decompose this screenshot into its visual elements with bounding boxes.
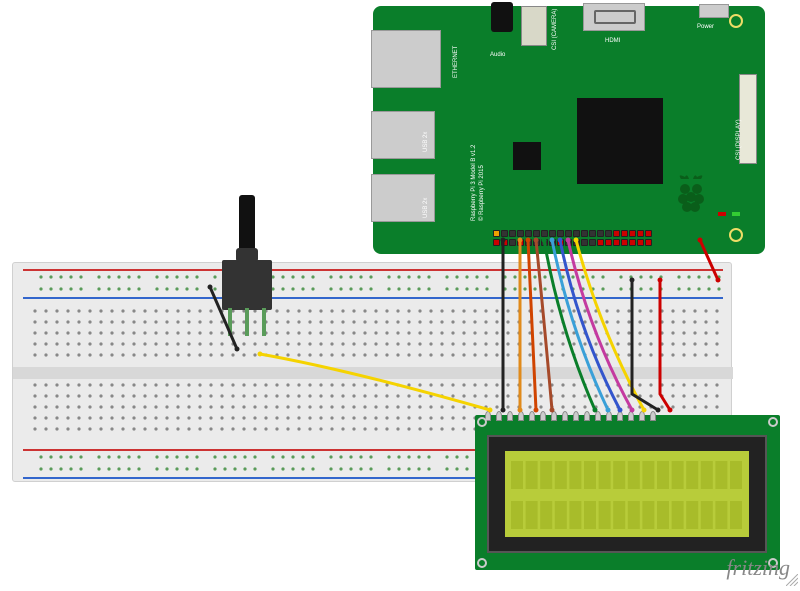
mount-hole (729, 228, 743, 242)
mount-hole (477, 417, 487, 427)
lcd-pin-header (485, 411, 661, 429)
lcd-bezel (487, 435, 767, 553)
fritzing-watermark: fritzing (726, 555, 790, 581)
audio-jack (491, 2, 513, 32)
label-power: Power (697, 24, 714, 30)
label-audio: Audio (490, 52, 505, 58)
label-display: CSI (DISPLAY) (736, 119, 742, 160)
diagram-canvas: ETHERNET USB 2x USB 2x Audio CSI (CAMERA… (0, 0, 800, 587)
small-chip (513, 142, 541, 170)
ethernet-port (371, 30, 441, 88)
lcd-screen (505, 451, 749, 537)
hdmi-port (583, 3, 645, 31)
resize-handle-icon (786, 573, 798, 585)
mount-hole (729, 14, 743, 28)
label-copyright: © Raspberry Pi 2015 (479, 165, 485, 221)
raspberry-pi-board: ETHERNET USB 2x USB 2x Audio CSI (CAMERA… (373, 6, 765, 254)
power-port (699, 4, 729, 18)
label-usb2: USB 2x (423, 198, 429, 218)
label-usb1: USB 2x (423, 132, 429, 152)
gpio-header-bottom (493, 239, 653, 246)
label-ethernet: ETHERNET (453, 46, 459, 78)
raspberry-logo (673, 171, 709, 215)
soc-chip (577, 98, 663, 184)
lcd-board (475, 415, 780, 570)
label-camera: CSI (CAMERA) (552, 9, 558, 50)
gpio-header-top (493, 230, 653, 237)
led-block (717, 204, 745, 218)
csi-camera-slot (521, 6, 547, 46)
mount-hole (477, 558, 487, 568)
label-hdmi: HDMI (605, 38, 620, 44)
label-model: Raspberry Pi 3 Model B v1.2 (471, 145, 477, 221)
lcd-pixels (505, 451, 749, 537)
potentiometer-body (222, 260, 272, 310)
mount-hole (768, 417, 778, 427)
